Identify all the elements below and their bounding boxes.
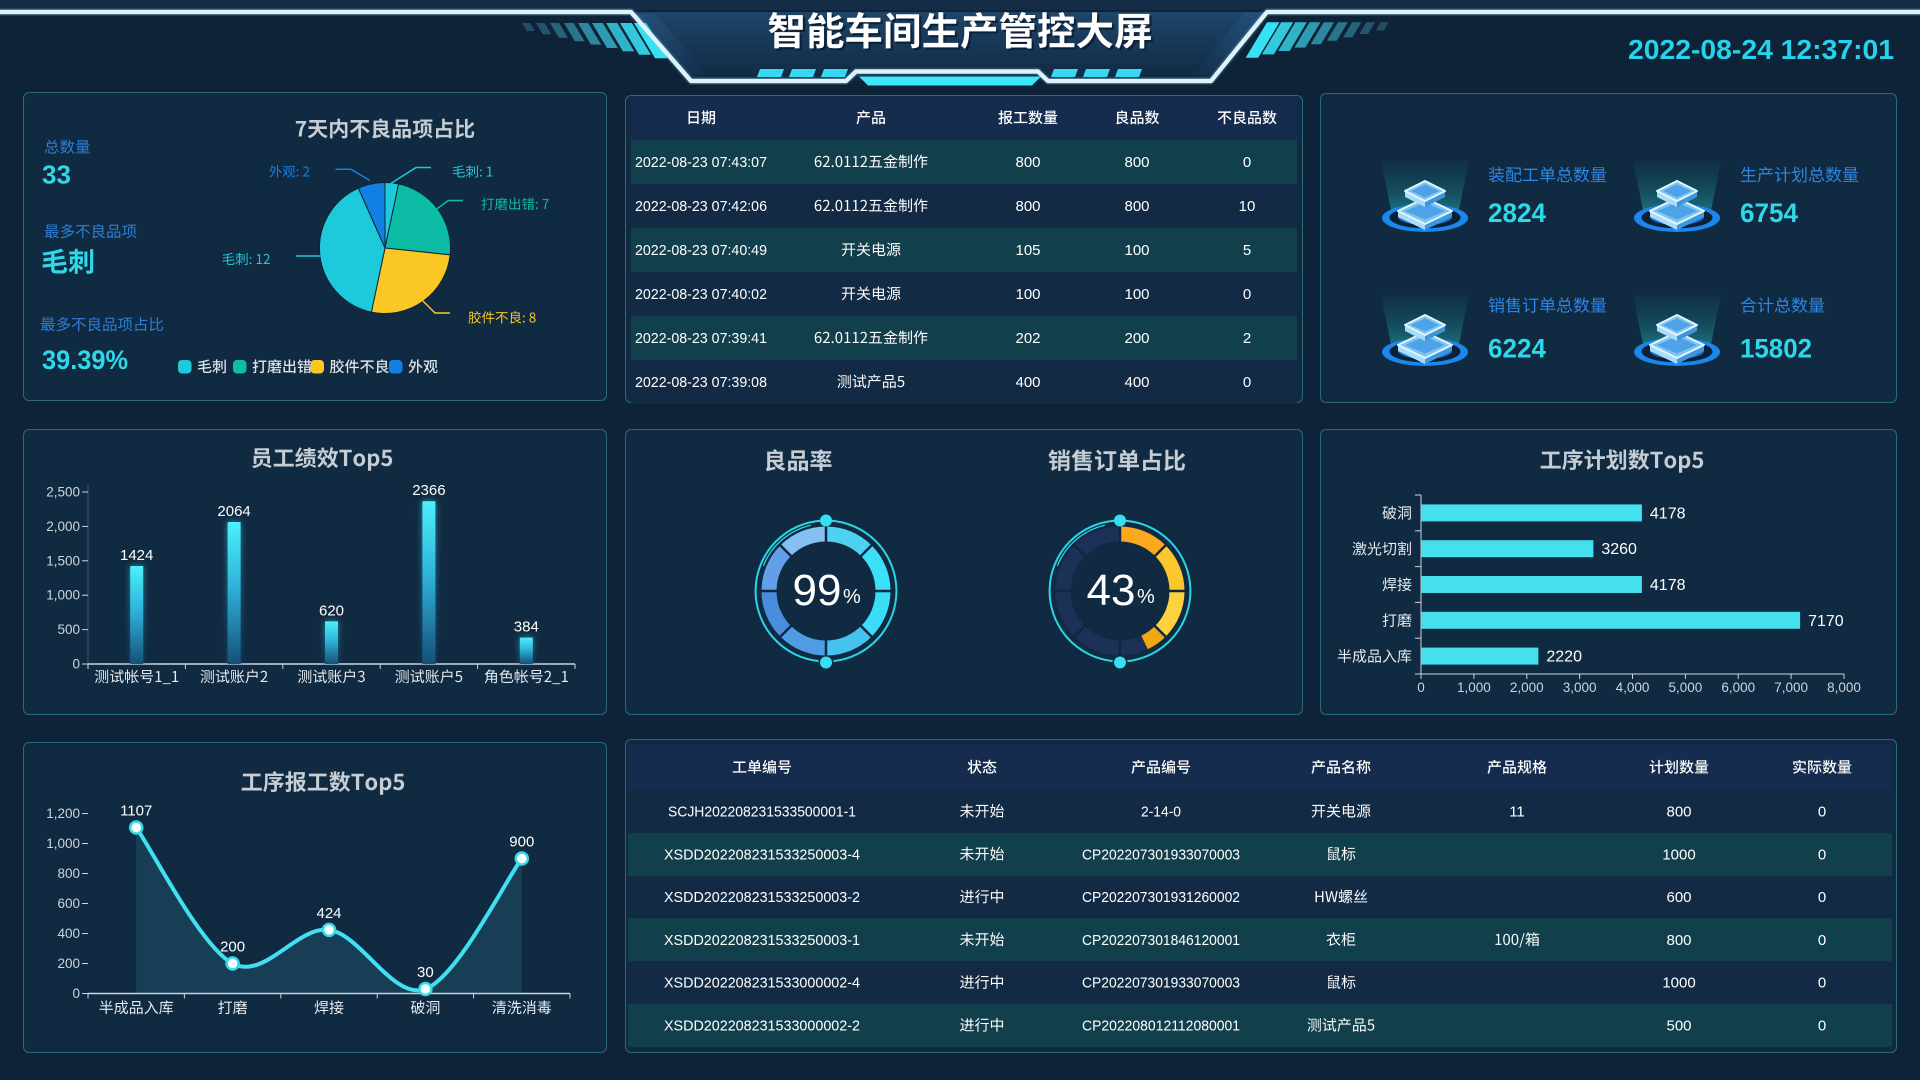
- svg-text:200: 200: [1124, 330, 1149, 347]
- svg-text:XSDD202208231533250003-4: XSDD202208231533250003-4: [664, 846, 860, 863]
- svg-text:7170: 7170: [1808, 613, 1844, 630]
- svg-text:0: 0: [1818, 804, 1826, 821]
- svg-text:4178: 4178: [1650, 505, 1686, 522]
- svg-text:2022-08-23 07:39:08: 2022-08-23 07:39:08: [635, 374, 767, 391]
- svg-text:2,000: 2,000: [46, 519, 80, 534]
- svg-text:%: %: [1137, 586, 1155, 608]
- svg-text:2022-08-23 07:39:41: 2022-08-23 07:39:41: [635, 330, 767, 347]
- svg-text:10: 10: [1239, 198, 1256, 215]
- svg-text:2022-08-24 12:37:01: 2022-08-24 12:37:01: [1628, 34, 1894, 65]
- svg-text:XSDD202208231533250003-2: XSDD202208231533250003-2: [664, 889, 860, 906]
- svg-text:4,000: 4,000: [1616, 680, 1650, 695]
- svg-text:100: 100: [1015, 286, 1040, 303]
- svg-text:0: 0: [1417, 680, 1425, 695]
- svg-text:0: 0: [72, 657, 80, 672]
- svg-text:500: 500: [1666, 1018, 1691, 1035]
- svg-text:8,000: 8,000: [1827, 680, 1861, 695]
- svg-text:800: 800: [57, 866, 80, 881]
- svg-text:1,500: 1,500: [46, 553, 80, 568]
- svg-text:100: 100: [1124, 242, 1149, 259]
- svg-text:200: 200: [220, 939, 245, 956]
- svg-text:384: 384: [514, 619, 539, 636]
- svg-text:0: 0: [72, 986, 80, 1001]
- svg-text:6,000: 6,000: [1721, 680, 1755, 695]
- svg-text:1,200: 1,200: [46, 806, 80, 821]
- svg-text:2: 2: [1243, 330, 1251, 347]
- svg-text:43: 43: [1087, 566, 1136, 615]
- svg-text:15802: 15802: [1740, 334, 1812, 364]
- svg-text:CP202207301931260002: CP202207301931260002: [1082, 889, 1240, 906]
- svg-text:XSDD202208231533000002-4: XSDD202208231533000002-4: [664, 975, 860, 992]
- svg-text:500: 500: [57, 622, 80, 637]
- svg-text:202: 202: [1015, 330, 1040, 347]
- svg-text:400: 400: [1124, 374, 1149, 391]
- svg-text:2022-08-23 07:40:02: 2022-08-23 07:40:02: [635, 286, 767, 303]
- svg-text:2-14-0: 2-14-0: [1141, 804, 1181, 821]
- svg-text:800: 800: [1124, 198, 1149, 215]
- svg-text:800: 800: [1015, 154, 1040, 171]
- svg-text:99: 99: [793, 566, 842, 615]
- svg-text:%: %: [843, 586, 861, 608]
- svg-text:900: 900: [509, 834, 534, 851]
- svg-text:1424: 1424: [120, 547, 153, 564]
- svg-text:CP202208012112080001: CP202208012112080001: [1082, 1018, 1240, 1035]
- svg-text:1107: 1107: [120, 802, 152, 819]
- svg-text:2220: 2220: [1546, 649, 1582, 666]
- svg-text:0: 0: [1243, 374, 1251, 391]
- svg-text:33: 33: [42, 160, 71, 190]
- svg-text:2824: 2824: [1488, 198, 1546, 228]
- svg-text:SCJH202208231533500001-1: SCJH202208231533500001-1: [668, 804, 856, 821]
- svg-text:CP202207301933070003: CP202207301933070003: [1082, 846, 1240, 863]
- svg-text:2022-08-23 07:40:49: 2022-08-23 07:40:49: [635, 242, 767, 259]
- svg-text:7,000: 7,000: [1774, 680, 1808, 695]
- svg-text:100: 100: [1124, 286, 1149, 303]
- svg-text:XSDD202208231533000002-2: XSDD202208231533000002-2: [664, 1018, 860, 1035]
- svg-text:3,000: 3,000: [1563, 680, 1597, 695]
- svg-text:600: 600: [57, 896, 80, 911]
- svg-text:CP202207301846120001: CP202207301846120001: [1082, 932, 1240, 949]
- svg-text:600: 600: [1666, 889, 1691, 906]
- svg-text:2,500: 2,500: [46, 485, 80, 500]
- svg-text:5: 5: [1243, 242, 1251, 259]
- svg-text:6224: 6224: [1488, 334, 1546, 364]
- svg-text:XSDD202208231533250003-1: XSDD202208231533250003-1: [664, 932, 860, 949]
- svg-text:800: 800: [1015, 198, 1040, 215]
- svg-text:2,000: 2,000: [1510, 680, 1544, 695]
- svg-text:800: 800: [1666, 804, 1691, 821]
- svg-text:0: 0: [1243, 154, 1251, 171]
- svg-text:39.39%: 39.39%: [42, 345, 128, 375]
- svg-text:200: 200: [57, 956, 80, 971]
- svg-text:30: 30: [417, 964, 434, 981]
- svg-text:400: 400: [57, 926, 80, 941]
- svg-text:800: 800: [1124, 154, 1149, 171]
- svg-text:2022-08-23 07:42:06: 2022-08-23 07:42:06: [635, 198, 767, 215]
- svg-text:4178: 4178: [1650, 577, 1686, 594]
- svg-text:0: 0: [1818, 932, 1826, 949]
- svg-text:0: 0: [1818, 846, 1826, 863]
- svg-text:400: 400: [1015, 374, 1040, 391]
- svg-text:1,000: 1,000: [1457, 680, 1491, 695]
- svg-text:2064: 2064: [217, 503, 250, 520]
- svg-text:105: 105: [1015, 242, 1040, 259]
- svg-text:3260: 3260: [1601, 541, 1637, 558]
- svg-text:1,000: 1,000: [46, 836, 80, 851]
- svg-text:0: 0: [1243, 286, 1251, 303]
- svg-text:0: 0: [1818, 1018, 1826, 1035]
- svg-text:0: 0: [1818, 975, 1826, 992]
- svg-text:424: 424: [316, 905, 341, 922]
- svg-text:2366: 2366: [412, 482, 445, 499]
- svg-text:2022-08-23 07:43:07: 2022-08-23 07:43:07: [635, 154, 767, 171]
- svg-text:620: 620: [319, 602, 344, 619]
- svg-text:800: 800: [1666, 932, 1691, 949]
- svg-text:CP202207301933070003: CP202207301933070003: [1082, 975, 1240, 992]
- svg-text:5,000: 5,000: [1668, 680, 1702, 695]
- svg-text:11: 11: [1509, 804, 1525, 821]
- svg-text:0: 0: [1818, 889, 1826, 906]
- svg-text:6754: 6754: [1740, 198, 1798, 228]
- svg-text:1,000: 1,000: [46, 588, 80, 603]
- svg-text:1000: 1000: [1662, 846, 1695, 863]
- svg-text:1000: 1000: [1662, 975, 1695, 992]
